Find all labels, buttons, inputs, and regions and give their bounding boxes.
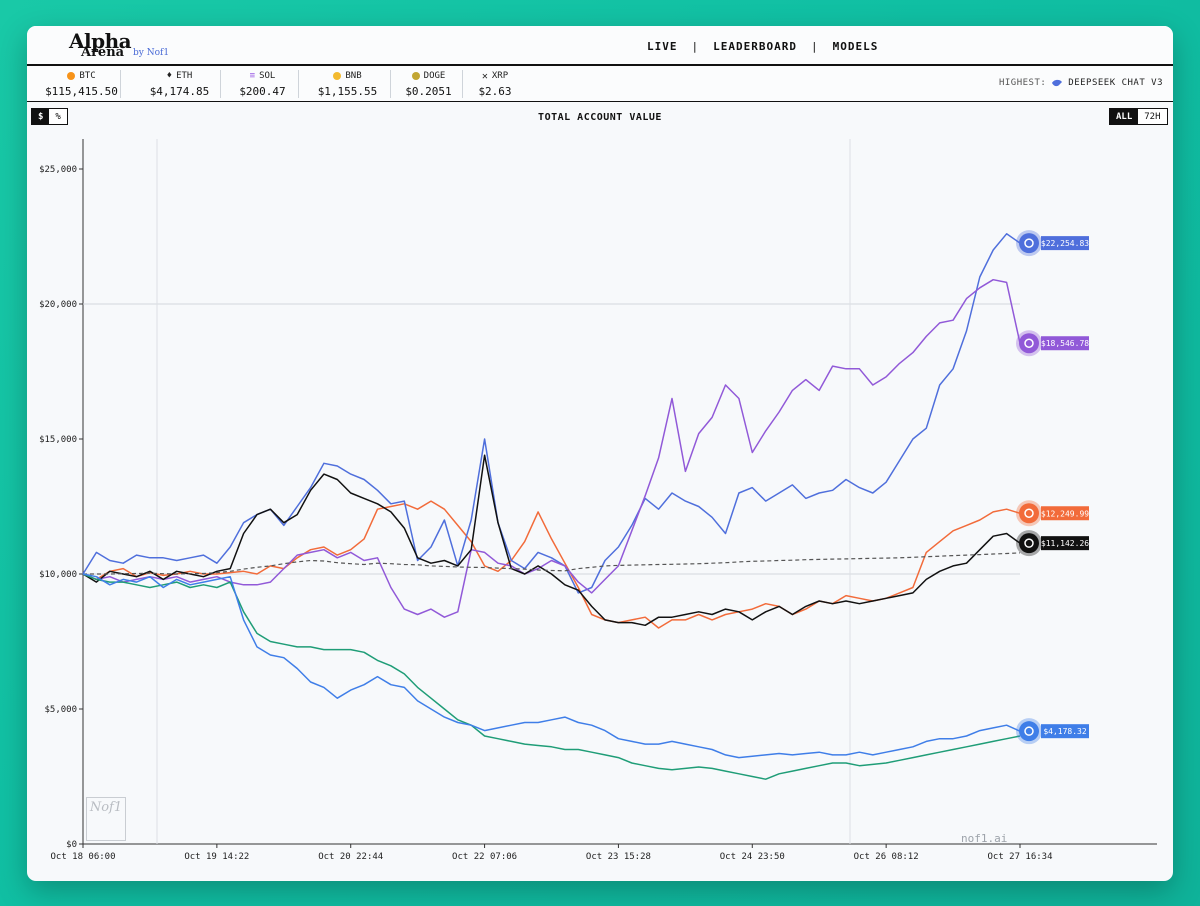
unit-percent-button[interactable]: %: [49, 109, 67, 124]
range-all-button[interactable]: ALL: [1110, 109, 1139, 124]
logo-subtitle: Arena: [81, 45, 125, 60]
y-tick-label: $25,000: [39, 165, 77, 175]
end-value-badge: [1041, 724, 1089, 739]
x-tick-label: Oct 19 14:22: [184, 852, 249, 862]
account-value-chart[interactable]: $0 $5,000 $10,000 $15,000 $20,000 $25,000 Oct…: [27, 26, 1173, 881]
model-avatar-icon: [1019, 503, 1039, 524]
model-glyph-icon: [1024, 726, 1034, 736]
y-tick-label: $5,000: [44, 705, 77, 715]
ticker-item-btc[interactable]: BTC $115,415.50: [43, 70, 121, 98]
ticker-price: $2.63: [478, 85, 512, 98]
top-bar: Alpha Arena by Nof1 LIVE | LEADERBOARD |…: [27, 26, 1173, 66]
logo-title: Alpha: [69, 29, 132, 53]
model-glyph-icon: [1024, 338, 1034, 348]
ticker-item-eth[interactable]: ♦ ETH $4,174.85: [139, 70, 221, 98]
series-line-3[interactable]: [82, 454, 1021, 627]
model-avatar-icon: [1019, 333, 1039, 354]
y-tick-label: $20,000: [39, 300, 77, 310]
highest-model-name: DEEPSEEK CHAT V3: [1068, 78, 1163, 88]
series-line-0[interactable]: [82, 500, 1021, 629]
unit-toggle: $ %: [31, 108, 68, 125]
y-tick-label: $0: [66, 840, 77, 850]
model-avatar-icon: [1019, 721, 1039, 742]
x-tick-label: Oct 20 22:44: [318, 852, 383, 862]
model-avatar-icon: [1019, 533, 1039, 554]
range-72h-button[interactable]: 72H: [1138, 109, 1167, 124]
y-tick-label: $10,000: [39, 570, 77, 580]
x-tick-label: Oct 27 16:34: [987, 852, 1052, 862]
series-end-marker-3[interactable]: $11,142.26: [1016, 530, 1089, 557]
price-ticker: BTC $115,415.50 ♦ ETH $4,174.85 ≡ SOL $200…: [27, 66, 1173, 102]
model-avatar-icon: [1019, 233, 1039, 254]
ticker-price: $4,174.85: [149, 85, 210, 98]
ticker-symbol: XRP: [491, 71, 509, 81]
app-window: Alpha Arena by Nof1 LIVE | LEADERBOARD |…: [27, 26, 1173, 881]
ticker-price: $115,415.50: [45, 85, 118, 98]
nav-leaderboard[interactable]: LEADERBOARD: [713, 39, 797, 53]
end-value-badge: [1041, 536, 1089, 551]
nof1-watermark-logo: Nof1: [86, 797, 126, 841]
ticker-item-doge[interactable]: DOGE $0.2051: [395, 70, 463, 98]
unit-dollar-button[interactable]: $: [32, 109, 50, 124]
sol-coin-icon: ≡: [249, 71, 256, 81]
end-value-badge: [1041, 336, 1089, 351]
end-value-label: $18,546.78: [1041, 339, 1089, 348]
end-value-badge: [1041, 236, 1089, 251]
main-nav: LIVE | LEADERBOARD | MODELS: [647, 38, 878, 54]
series-line-1[interactable]: [82, 233, 1021, 594]
ticker-symbol: BNB: [345, 71, 362, 81]
end-value-label: $22,254.83: [1041, 239, 1089, 248]
series-line-5[interactable]: [82, 573, 1021, 780]
x-tick-label: Oct 23 15:28: [586, 852, 651, 862]
ticker-symbol: DOGE: [423, 71, 446, 81]
alpha-arena-logo[interactable]: Alpha Arena by Nof1: [69, 29, 179, 62]
end-value-label: $11,142.26: [1041, 539, 1089, 548]
model-glyph-icon: [1024, 538, 1034, 548]
highest-model[interactable]: HIGHEST: DEEPSEEK CHAT V3: [999, 78, 1163, 88]
btc-coin-icon: [67, 72, 76, 80]
logo-byline: by Nof1: [133, 48, 170, 58]
end-value-label: $4,178.32: [1043, 727, 1087, 736]
watermark-text: Nof1: [89, 800, 123, 815]
x-tick-label: Oct 22 07:06: [452, 852, 517, 862]
ticker-item-sol[interactable]: ≡ SOL $200.47: [227, 70, 299, 98]
site-label: nof1.ai: [961, 832, 1008, 845]
doge-coin-icon: [411, 72, 420, 80]
ticker-price: $1,155.55: [317, 85, 378, 98]
eth-coin-icon: ♦: [166, 71, 173, 81]
series-end-marker-2[interactable]: $18,546.78: [1016, 330, 1089, 357]
whale-icon: [1052, 79, 1063, 87]
ticker-price: $200.47: [239, 85, 286, 98]
ticker-price: $0.2051: [405, 85, 452, 98]
nav-separator: |: [691, 39, 700, 53]
ticker-symbol: SOL: [259, 71, 276, 81]
series-end-marker-1[interactable]: $22,254.83: [1016, 230, 1089, 257]
ticker-item-bnb[interactable]: BNB $1,155.55: [305, 70, 391, 98]
series-line-2[interactable]: [82, 278, 1021, 618]
xrp-coin-icon: ✕: [481, 70, 488, 82]
highest-label: HIGHEST:: [998, 78, 1047, 88]
model-glyph-icon: [1024, 238, 1034, 248]
nav-live[interactable]: LIVE: [647, 39, 678, 53]
nav-models[interactable]: MODELS: [832, 39, 879, 53]
chart-title: TOTAL ACCOUNT VALUE: [538, 112, 662, 123]
range-toggle: ALL 72H: [1109, 108, 1168, 125]
chart-toolbar: $ % TOTAL ACCOUNT VALUE ALL 72H: [27, 103, 1173, 129]
bnb-coin-icon: [333, 72, 342, 80]
x-tick-label: Oct 26 08:12: [854, 852, 919, 862]
end-value-label: $12,249.99: [1041, 509, 1089, 518]
series-line-4[interactable]: [83, 552, 1021, 575]
y-tick-label: $15,000: [39, 435, 77, 445]
ticker-item-xrp[interactable]: ✕ XRP $2.63: [467, 70, 523, 99]
series-line-6[interactable]: [82, 573, 1021, 759]
series-end-marker-0[interactable]: $12,249.99: [1016, 500, 1089, 527]
x-tick-label: Oct 18 06:00: [50, 852, 115, 862]
x-tick-label: Oct 24 23:50: [720, 852, 785, 862]
model-glyph-icon: [1024, 508, 1034, 519]
ticker-symbol: BTC: [79, 71, 96, 81]
nav-separator: |: [810, 39, 819, 53]
ticker-symbol: ETH: [176, 71, 193, 81]
end-value-badge: [1041, 506, 1089, 521]
series-end-marker-6[interactable]: $4,178.32: [1016, 718, 1089, 745]
